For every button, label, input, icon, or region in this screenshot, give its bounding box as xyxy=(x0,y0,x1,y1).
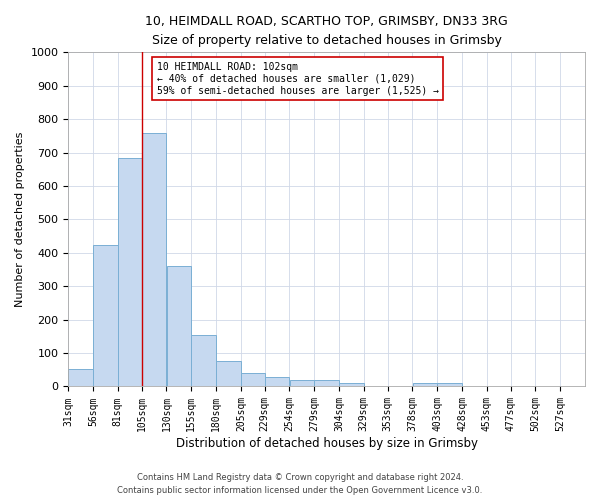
Bar xyxy=(167,266,191,386)
Bar xyxy=(142,132,166,386)
Bar xyxy=(241,373,265,386)
Bar xyxy=(413,383,437,386)
Bar xyxy=(339,383,364,386)
Bar xyxy=(118,158,143,386)
Bar xyxy=(314,380,339,386)
X-axis label: Distribution of detached houses by size in Grimsby: Distribution of detached houses by size … xyxy=(176,437,478,450)
Bar xyxy=(93,246,118,386)
Bar xyxy=(265,377,289,386)
Bar xyxy=(437,383,462,386)
Text: 10 HEIMDALL ROAD: 102sqm
← 40% of detached houses are smaller (1,029)
59% of sem: 10 HEIMDALL ROAD: 102sqm ← 40% of detach… xyxy=(157,62,439,96)
Bar xyxy=(68,369,93,386)
Text: Contains HM Land Registry data © Crown copyright and database right 2024.
Contai: Contains HM Land Registry data © Crown c… xyxy=(118,474,482,495)
Bar xyxy=(216,362,241,386)
Title: 10, HEIMDALL ROAD, SCARTHO TOP, GRIMSBY, DN33 3RG
Size of property relative to d: 10, HEIMDALL ROAD, SCARTHO TOP, GRIMSBY,… xyxy=(145,15,508,47)
Bar xyxy=(191,334,216,386)
Y-axis label: Number of detached properties: Number of detached properties xyxy=(15,132,25,307)
Bar xyxy=(290,380,314,386)
